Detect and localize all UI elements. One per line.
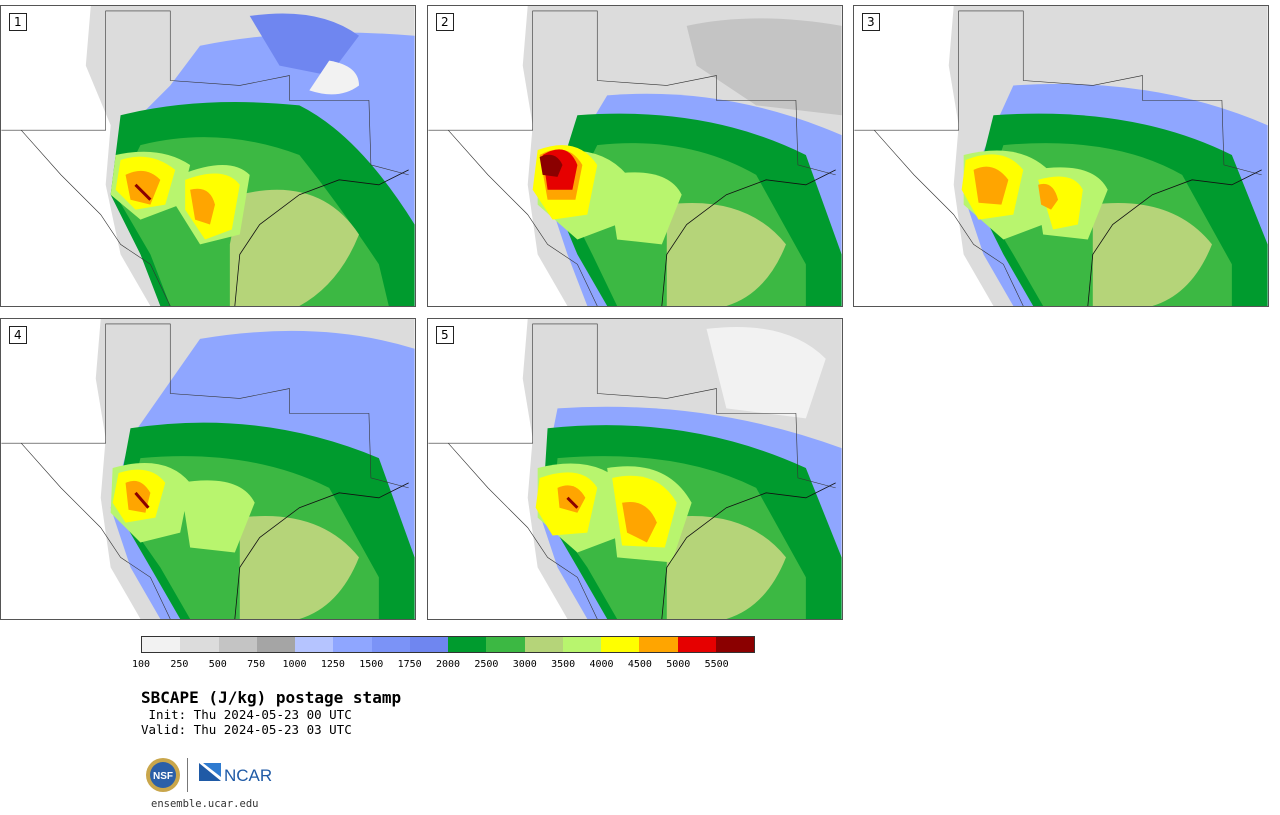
colorbar-tick-label: 5000 — [666, 659, 691, 670]
colorbar-segment — [256, 637, 295, 652]
sbcape-colorbar — [141, 636, 755, 653]
colorbar-segment — [486, 637, 525, 652]
svg-text:NCAR: NCAR — [224, 766, 272, 785]
colorbar-segment — [448, 637, 487, 652]
colorbar-segment — [180, 637, 219, 652]
colorbar-tick-label: 1500 — [359, 659, 384, 670]
colorbar-tick-label: 3000 — [512, 659, 537, 670]
nsf-logo: NSF — [146, 758, 180, 792]
svg-text:NSF: NSF — [153, 771, 173, 782]
colorbar-tick-label: 2500 — [474, 659, 499, 670]
member-number-label: 1 — [9, 13, 27, 31]
ensemble-member-panel-1: 1 — [0, 5, 416, 307]
colorbar-segment — [142, 637, 181, 652]
colorbar-segment — [677, 637, 716, 652]
logo-divider — [187, 758, 188, 792]
colorbar-segment — [639, 637, 678, 652]
valid-time: Valid: Thu 2024-05-23 03 UTC — [141, 722, 352, 737]
ensemble-url: ensemble.ucar.edu — [151, 798, 259, 810]
colorbar-tick-label: 1750 — [397, 659, 422, 670]
colorbar-segment — [562, 637, 601, 652]
ensemble-member-panel-5: 5 — [427, 318, 843, 620]
sbcape-map — [428, 319, 842, 619]
ensemble-member-panel-4: 4 — [0, 318, 416, 620]
colorbar-tick-label: 2000 — [435, 659, 461, 670]
colorbar-tick-label: 3500 — [551, 659, 576, 670]
colorbar-tick-label: 250 — [170, 659, 189, 670]
sbcape-map — [428, 6, 842, 306]
colorbar-tick-labels: 100 250 500 750 1000 1250 1500 1750 2000 2500 3000… — [132, 659, 755, 673]
colorbar-tick-label: 100 — [131, 659, 151, 670]
sbcape-map — [1, 319, 415, 619]
figure-title: SBCAPE (J/kg) postage stamp — [141, 688, 402, 707]
colorbar-tick-label: 1250 — [320, 659, 345, 670]
sbcape-map — [854, 6, 1268, 306]
member-number-label: 3 — [862, 13, 880, 31]
colorbar-segment — [601, 637, 640, 652]
ensemble-member-panel-3: 3 — [853, 5, 1269, 307]
colorbar-segment — [371, 637, 410, 652]
colorbar-segment — [295, 637, 334, 652]
colorbar-segment — [409, 637, 448, 652]
sbcape-map — [1, 6, 415, 306]
ensemble-member-panel-2: 2 — [427, 5, 843, 307]
member-number-label: 5 — [436, 326, 454, 344]
colorbar-tick-label: 500 — [208, 659, 227, 670]
colorbar-segment — [218, 637, 257, 652]
init-time: Init: Thu 2024-05-23 00 UTC — [141, 707, 352, 722]
colorbar-tick-label: 5500 — [704, 659, 729, 670]
colorbar-tick-label: 4000 — [589, 659, 614, 670]
member-number-label: 4 — [9, 326, 27, 344]
colorbar-segment — [715, 637, 754, 652]
colorbar-tick-label: 750 — [247, 659, 266, 670]
colorbar-tick-label: 1000 — [282, 659, 307, 670]
ncar-logo: NCAR — [199, 763, 272, 785]
colorbar-segment — [333, 637, 372, 652]
colorbar-tick-label: 4500 — [627, 659, 652, 670]
colorbar-segment — [524, 637, 563, 652]
member-number-label: 2 — [436, 13, 454, 31]
